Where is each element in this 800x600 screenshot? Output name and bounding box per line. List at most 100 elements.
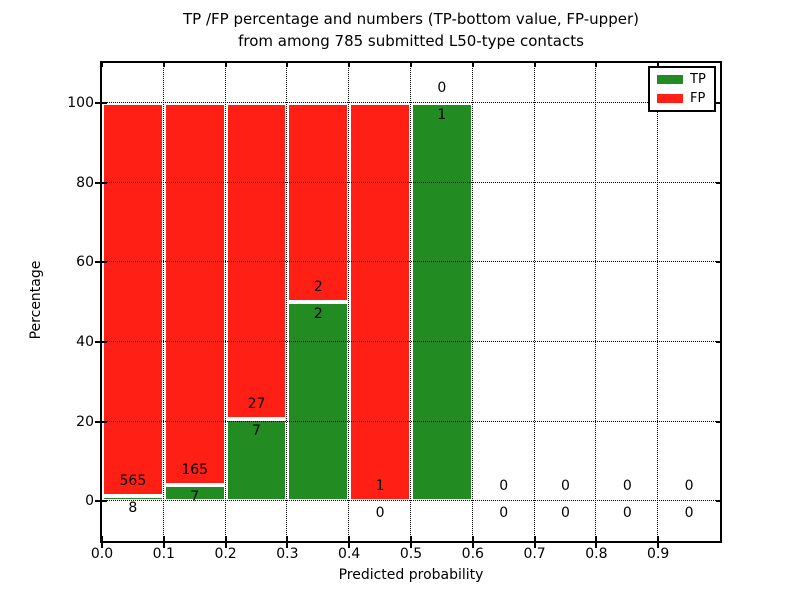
tp-count-label: 0 (499, 505, 509, 522)
x-gridline (224, 63, 226, 541)
x-tick (224, 536, 227, 548)
legend-label-tp: TP (690, 72, 706, 87)
x-tick-top (348, 61, 351, 67)
legend-item-fp: FP (650, 90, 714, 106)
y-tick (95, 500, 107, 503)
fp-count-label: 1 (375, 478, 385, 495)
x-tick-top (410, 61, 412, 67)
tp-count-label: 7 (252, 423, 261, 440)
tp-count-label: 1 (437, 106, 447, 123)
tp-count-label: 0 (375, 505, 385, 522)
fp-count-label: 0 (622, 478, 632, 495)
y-gridline (102, 340, 720, 342)
x-tick-top (657, 61, 660, 67)
x-tick-label: 0.9 (647, 546, 670, 562)
x-tick (101, 536, 103, 548)
fp-count-label: 0 (499, 478, 509, 495)
y-gridline (102, 261, 720, 263)
y-gridline (102, 181, 720, 183)
y-axis-label: Percentage (28, 260, 44, 340)
x-gridline (595, 63, 597, 541)
x-tick-top (286, 61, 289, 67)
y-tick-right (716, 340, 722, 343)
y-gridline (102, 500, 720, 502)
tp-count-label: 0 (561, 505, 570, 522)
y-tick-right (716, 101, 722, 104)
x-gridline (471, 63, 473, 541)
x-tick-label: 0.8 (585, 546, 608, 562)
x-gridline (533, 63, 535, 541)
legend-label-fp: FP (690, 91, 706, 106)
tp-count-label: 7 (190, 488, 200, 505)
x-tick-label: 0.0 (90, 546, 114, 562)
x-gridline (286, 63, 288, 541)
x-gridline (348, 63, 350, 541)
y-tick-right (716, 500, 722, 503)
y-tick (95, 261, 107, 264)
tp-count-label: 0 (684, 505, 694, 522)
x-gridline (162, 63, 164, 541)
bar-segment-fp (349, 102, 411, 502)
fp-count-label: 0 (561, 478, 570, 495)
tp-count-label: 2 (313, 306, 323, 322)
x-tick (348, 536, 351, 548)
y-tick-label: 20 (76, 413, 94, 430)
x-tick-label: 0.7 (523, 546, 546, 562)
x-tick (533, 536, 536, 548)
fp-legend-swatch-icon (657, 94, 683, 103)
x-tick (286, 536, 289, 548)
x-tick-label: 0.4 (338, 546, 361, 562)
x-tick (410, 536, 412, 548)
y-tick-label: 80 (76, 174, 94, 191)
x-tick-top (533, 61, 536, 67)
bar-segment-fp (102, 102, 164, 496)
tp-count-label: 0 (622, 505, 632, 522)
x-tick-label: 0.5 (399, 546, 423, 562)
chart-title-line2: from among 785 submitted L50-type contac… (238, 32, 584, 50)
y-tick-label: 0 (85, 493, 94, 510)
chart-title: TP /FP percentage and numbers (TP-bottom… (102, 8, 720, 52)
y-tick (95, 420, 107, 423)
bar-segment-fp (163, 102, 226, 485)
x-tick (471, 536, 474, 548)
fp-count-label: 2 (313, 279, 323, 295)
x-axis-label: Predicted probability (338, 567, 484, 583)
bar-segment-fp (287, 102, 350, 302)
fp-count-label: 565 (119, 472, 147, 489)
y-tick-label: 40 (76, 333, 94, 350)
x-tick (595, 536, 598, 548)
legend: TP FP (648, 66, 716, 112)
x-tick-top (162, 61, 165, 67)
bar-segment-tp (411, 102, 473, 502)
y-gridline (102, 101, 720, 103)
fp-count-label: 27 (247, 396, 266, 413)
x-tick-top (224, 61, 227, 67)
tp-count-label: 8 (128, 499, 138, 516)
legend-item-tp: TP (650, 71, 714, 87)
y-tick (95, 101, 107, 104)
x-tick-top (595, 61, 598, 67)
x-gridline (410, 63, 411, 541)
x-gridline (657, 63, 659, 541)
chart-title-line1: TP /FP percentage and numbers (TP-bottom… (183, 10, 639, 28)
x-tick-top (101, 61, 103, 67)
x-tick-label: 0.3 (276, 546, 299, 562)
x-tick-label: 0.1 (152, 546, 175, 562)
x-tick (657, 536, 660, 548)
y-gridline (102, 420, 720, 422)
fp-count-label: 0 (684, 478, 694, 495)
fp-count-label: 165 (181, 461, 209, 478)
y-tick (95, 181, 107, 184)
y-tick-label: 100 (67, 94, 94, 111)
y-tick-label: 60 (76, 254, 94, 271)
x-tick-label: 0.2 (214, 546, 237, 562)
y-tick-right (716, 420, 722, 423)
x-tick-top (471, 61, 474, 67)
bar-segment-tp (287, 302, 350, 502)
x-tick-label: 0.6 (461, 546, 484, 562)
tp-legend-swatch-icon (657, 75, 683, 84)
fp-count-label: 0 (437, 79, 447, 96)
x-tick (162, 536, 165, 548)
y-tick (95, 340, 107, 343)
